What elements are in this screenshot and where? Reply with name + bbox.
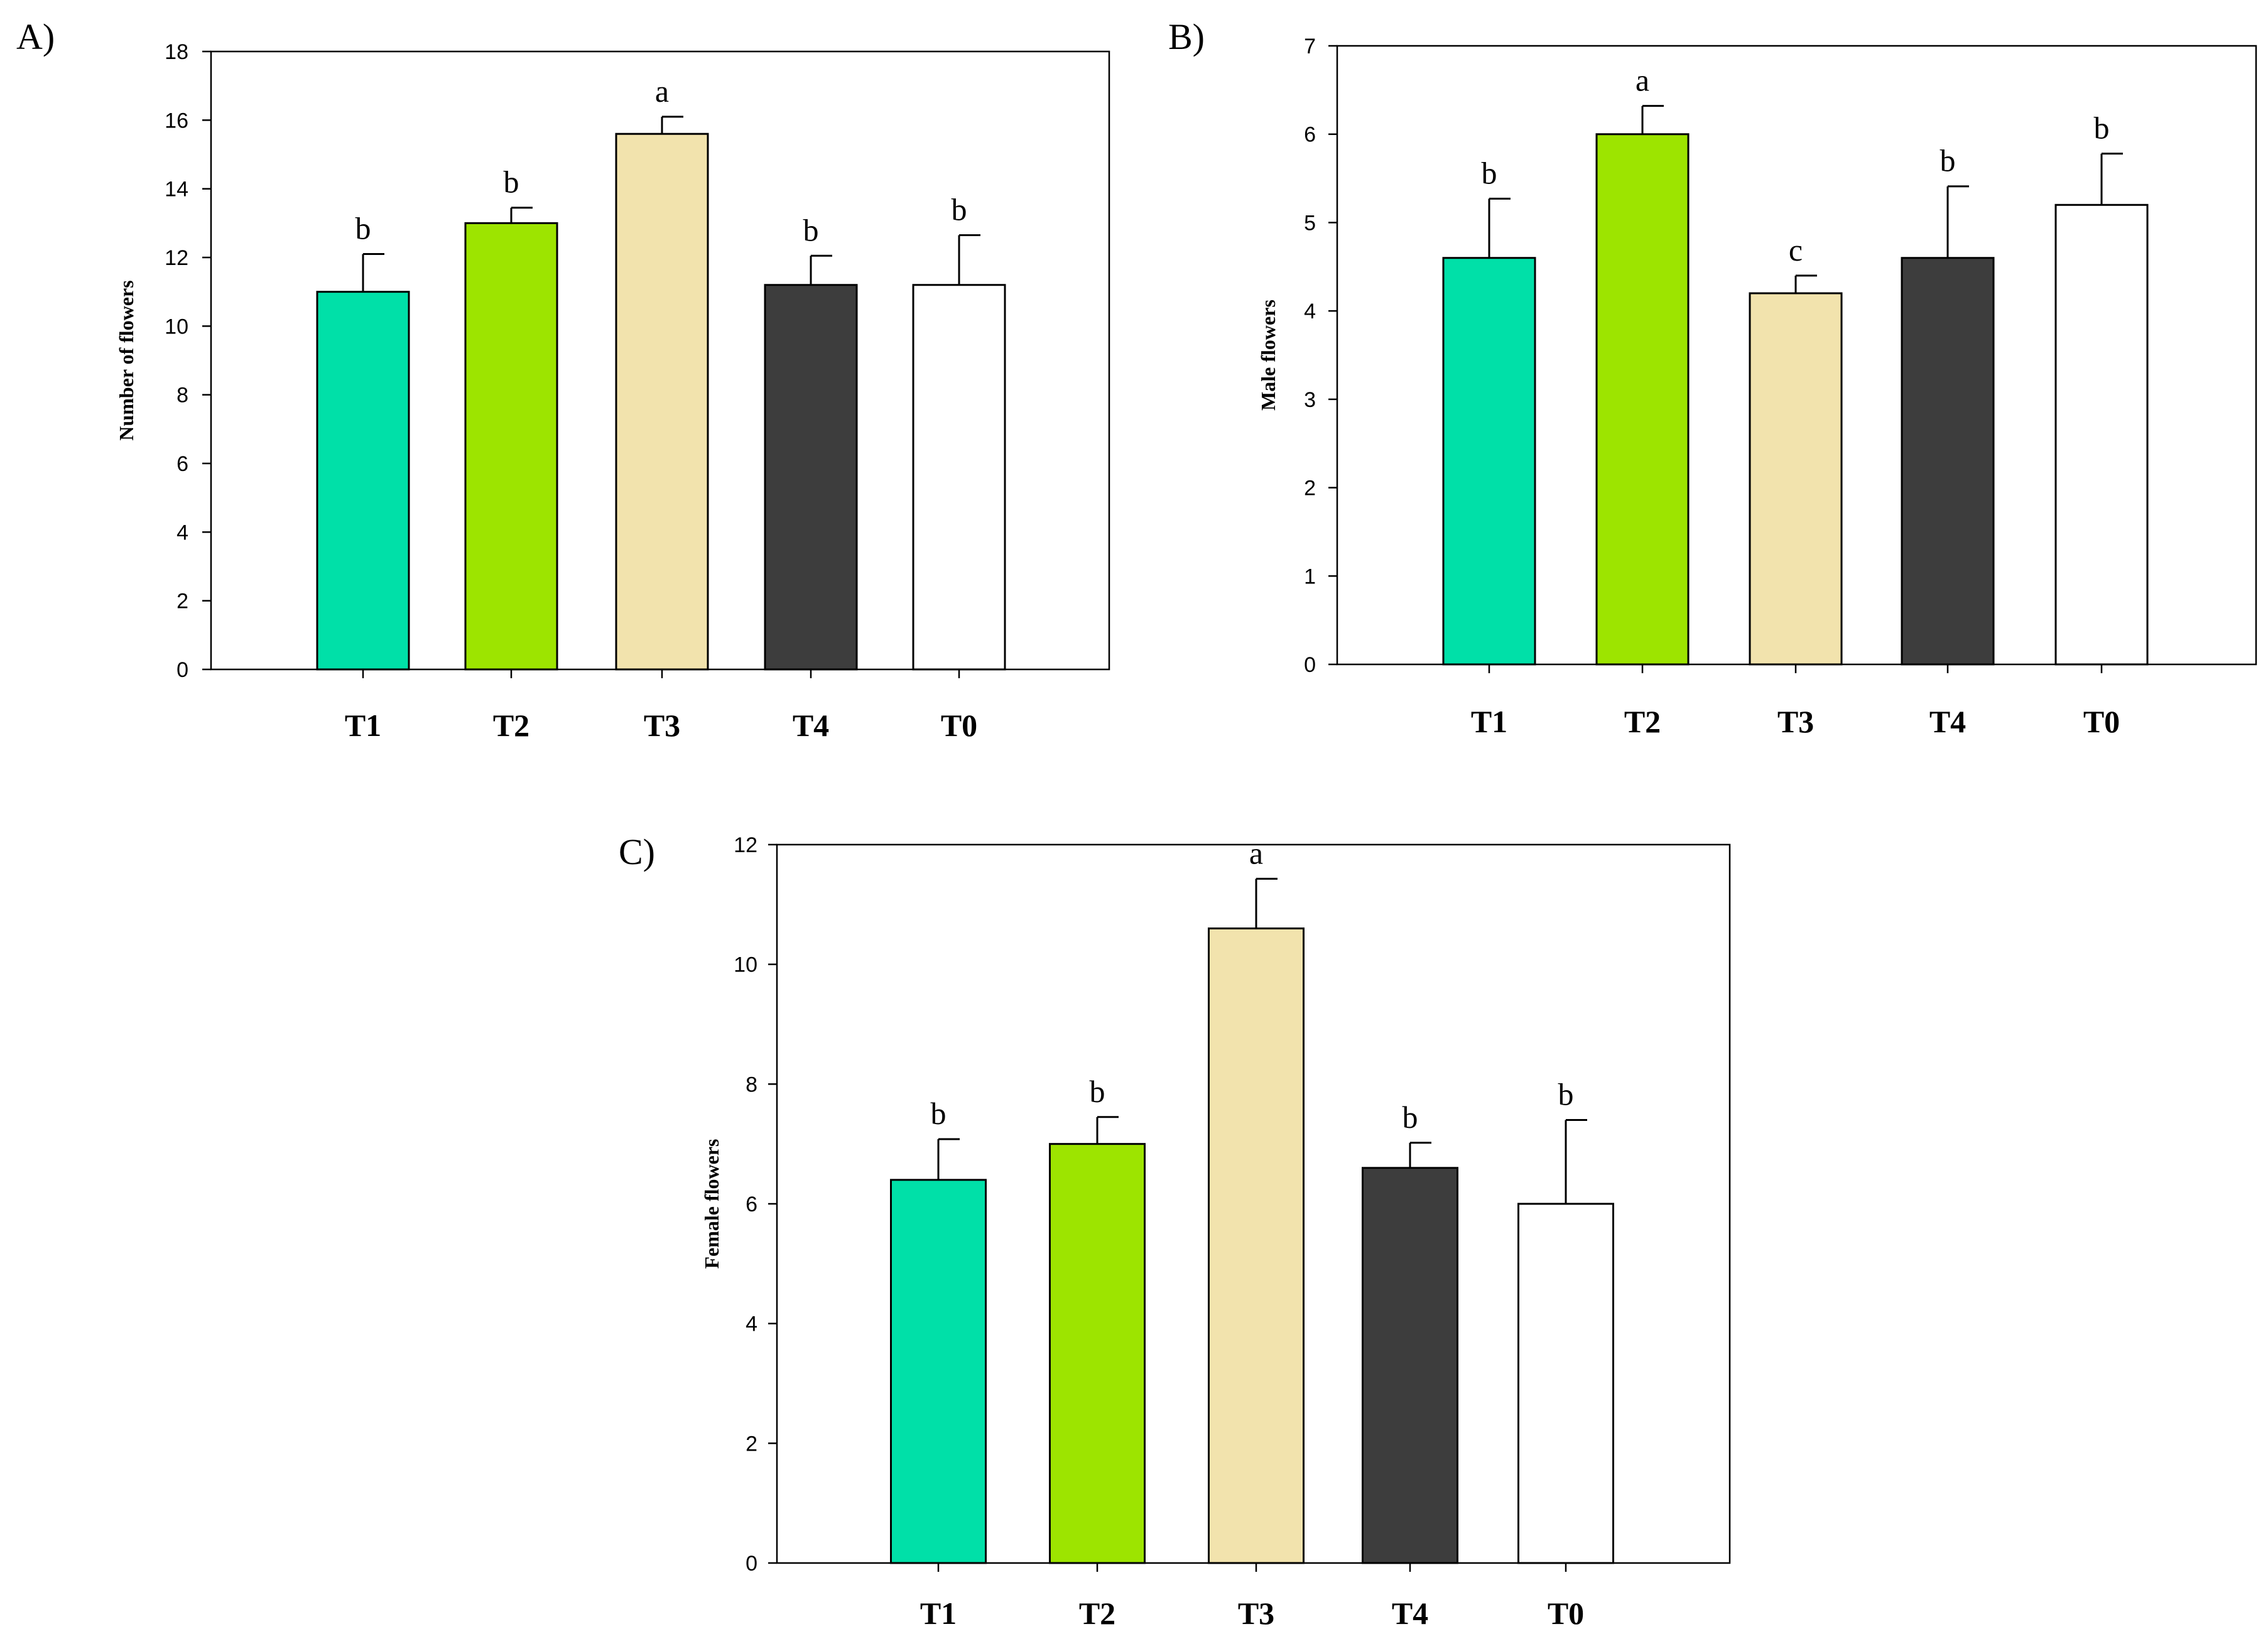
significance-letter: b [1403, 1100, 1418, 1135]
significance-letter: a [1249, 835, 1263, 870]
bar-t4 [764, 284, 858, 671]
y-tick-label: 6 [746, 1193, 757, 1216]
y-tick-label: 16 [165, 109, 188, 133]
category-label: T1 [1471, 704, 1507, 739]
y-tick-label: 4 [746, 1312, 757, 1336]
y-tick-label: 8 [746, 1073, 757, 1096]
bar-t1 [1442, 257, 1536, 666]
significance-letter: c [1789, 232, 1803, 268]
significance-letter: b [931, 1096, 947, 1131]
category-label: T1 [345, 708, 381, 743]
significance-letter: b [1940, 143, 1956, 178]
y-tick-label: 5 [1304, 211, 1316, 235]
panel-label: A) [16, 16, 55, 57]
y-tick-label: 12 [165, 246, 188, 270]
bar-t3 [1208, 927, 1305, 1564]
y-tick-label: 3 [1304, 388, 1316, 412]
y-tick-label: 12 [734, 833, 757, 857]
bar-t4 [1901, 257, 1995, 666]
category-label: T4 [1929, 704, 1966, 739]
significance-letter: b [2094, 111, 2110, 146]
y-tick-label: 10 [165, 315, 188, 338]
bar-t1 [890, 1179, 987, 1564]
significance-letter: b [803, 212, 819, 247]
y-tick-label: 6 [1304, 123, 1316, 147]
category-label: T2 [1079, 1596, 1115, 1631]
category-label: T1 [920, 1596, 957, 1631]
y-tick-label: 2 [1304, 477, 1316, 500]
category-label: T3 [644, 708, 680, 743]
significance-letter: b [1558, 1077, 1574, 1112]
significance-letter: b [504, 165, 519, 200]
bar-t0 [912, 284, 1006, 671]
significance-letter: b [952, 192, 967, 227]
significance-letter: a [1636, 63, 1649, 98]
y-axis-label: Female flowers [700, 1139, 723, 1268]
y-tick-label: 7 [1304, 35, 1316, 58]
category-label: T4 [1392, 1596, 1428, 1631]
significance-letter: b [1482, 155, 1497, 190]
bar-t2 [464, 222, 558, 671]
y-tick-label: 2 [176, 590, 188, 614]
significance-letter: b [1090, 1074, 1105, 1109]
y-tick-label: 8 [176, 384, 188, 408]
category-label: T0 [2083, 704, 2120, 739]
y-tick-label: 4 [176, 521, 188, 544]
bar-t2 [1595, 133, 1690, 666]
panel-label: B) [1168, 16, 1205, 57]
y-tick-label: 18 [165, 40, 188, 64]
category-label: T0 [1548, 1596, 1584, 1631]
chart-panel-2: 0 1 2 3 4 5 6 7 Male flowers B) b T1 a T2 c T3 b T4 b T0 [1168, 16, 2257, 739]
significance-letter: b [355, 211, 371, 246]
y-tick-label: 2 [746, 1432, 757, 1456]
y-tick-label: 0 [746, 1552, 757, 1576]
significance-letter: a [655, 73, 669, 109]
y-tick-label: 0 [176, 658, 188, 682]
chart-panel-3: 0 2 4 6 8 10 12 Female flowers C) b T1 b T2 a T3 b T4 b T0 [619, 831, 1731, 1631]
y-tick-label: 0 [1304, 653, 1316, 677]
panel-label: C) [619, 831, 655, 872]
category-label: T3 [1777, 704, 1814, 739]
bar-t0 [2054, 203, 2149, 666]
y-axis-label: Number of flowers [115, 280, 138, 440]
bar-t2 [1049, 1143, 1146, 1564]
category-label: T4 [793, 708, 829, 743]
category-label: T0 [941, 708, 977, 743]
bar-t4 [1362, 1167, 1458, 1564]
bar-t1 [316, 291, 410, 671]
y-tick-label: 1 [1304, 565, 1316, 588]
bar-t0 [1517, 1203, 1614, 1564]
y-axis-label: Male flowers [1257, 300, 1279, 411]
bar-t3 [615, 133, 709, 671]
category-label: T3 [1238, 1596, 1274, 1631]
y-tick-label: 10 [734, 953, 757, 977]
y-tick-label: 14 [165, 178, 188, 202]
chart-panel-1: 0 2 4 6 8 10 12 14 16 18 Number of flowers A) b T1 b T2… [16, 16, 1110, 743]
y-tick-label: 6 [176, 452, 188, 476]
y-tick-label: 4 [1304, 300, 1316, 323]
category-label: T2 [1624, 704, 1661, 739]
category-label: T2 [493, 708, 529, 743]
bar-t3 [1749, 292, 1843, 666]
